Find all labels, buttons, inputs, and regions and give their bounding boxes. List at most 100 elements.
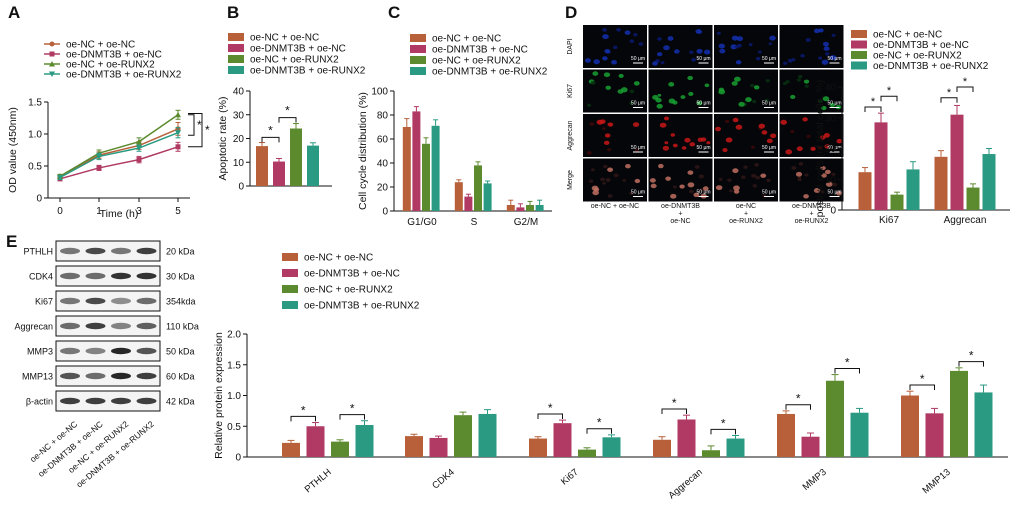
microscopy-cell: [605, 178, 611, 182]
microscopy-tile: [583, 69, 647, 113]
panel-c-bar: [506, 205, 515, 211]
blot-band: [60, 372, 80, 380]
microscopy-cell: [732, 168, 739, 174]
microscopy-cell: [821, 59, 829, 65]
panel-b-y-tick-label: 40: [233, 87, 245, 98]
microscopy-cell: [613, 173, 619, 178]
microscopy-cell: [634, 178, 641, 184]
blot-band: [111, 372, 131, 380]
scale-bar-label: 50 μm: [762, 101, 776, 107]
microscopy-cell: [719, 48, 726, 54]
panel-d-legend-entry: oe-NC + oe-NC: [873, 30, 942, 41]
panel-e-significance-star: *: [597, 416, 602, 430]
blot-strip: [55, 390, 161, 412]
panel-b-y-axis-label: Apoptotic rate (%): [217, 96, 229, 180]
panel-e-bar: [355, 425, 374, 457]
panel-c-bar: [422, 143, 430, 211]
panel-e-bar: [801, 436, 820, 457]
panel-e-bar: [974, 392, 993, 457]
microscopy-cell: [805, 37, 811, 42]
microscopy-cell: [691, 57, 697, 62]
microscopy-cell: [586, 151, 592, 155]
microscopy-cell: [764, 98, 769, 103]
microscopy-cell: [681, 146, 687, 150]
panel-d-bar: [982, 154, 996, 210]
microscopy-cell: [599, 119, 606, 124]
panel-d-bar: [934, 156, 948, 210]
microscopy-cell: [751, 145, 755, 149]
microscopy-cell: [796, 146, 803, 152]
panel-e-legend-swatch: [282, 285, 298, 293]
panel-c-x-tick-label: G1/G0: [407, 217, 437, 228]
microscopy-cell: [732, 117, 739, 123]
panel-d-row-label: Aggrecan: [567, 120, 574, 150]
scale-bar-label: 50 μm: [697, 101, 711, 107]
blot-band: [85, 297, 106, 305]
panel-e-bracket: [785, 404, 811, 410]
microscopy-cell: [718, 177, 723, 181]
microscopy-cell: [735, 60, 742, 65]
microscopy-cell: [704, 83, 710, 88]
panel-a-y-tick-label: 0: [36, 194, 42, 205]
microscopy-cell: [824, 144, 830, 149]
panel-c-y-tick-label: 60: [377, 135, 389, 146]
panel-d-column-label: oe-RUNX2: [729, 218, 763, 225]
microscopy-cell: [679, 184, 685, 189]
microscopy-tile: [648, 114, 713, 157]
panel-a-point: [96, 153, 102, 160]
microscopy-cell: [743, 165, 748, 169]
microscopy-cell: [770, 133, 777, 139]
panel-b-y-tick-label: 0: [238, 182, 244, 193]
panel-a-series-line: [59, 146, 179, 180]
panel-b-y-tick-label: 10: [233, 158, 245, 169]
microscopy-cell: [607, 122, 614, 127]
microscopy-cell: [584, 58, 591, 63]
panel-e-legend-entry: oe-NC + oe-NC: [304, 253, 373, 264]
blot-band: [136, 247, 157, 255]
panel-d-x-tick-label: Ki67: [879, 215, 899, 226]
panel-e-legend-swatch: [282, 269, 298, 277]
microscopy-cell: [752, 184, 757, 188]
panel-e-significance-star: *: [548, 401, 553, 415]
panel-d-y-tick-label: 20: [825, 144, 837, 155]
panel-c-bar: [412, 111, 421, 211]
microscopy-cell: [603, 140, 610, 145]
microscopy-cell: [817, 146, 823, 150]
blot-size-label: 50 kDa: [166, 347, 195, 357]
panel-e-legend-entry: oe-DNMT3B + oe-RUNX2: [304, 301, 420, 312]
microscopy-cell: [836, 138, 843, 144]
microscopy-cell: [652, 61, 658, 66]
blot-band: [60, 272, 80, 280]
panel-a-point: [175, 130, 181, 136]
microscopy-cell: [591, 168, 595, 172]
microscopy-cell: [806, 134, 811, 138]
microscopy-cell: [836, 191, 842, 196]
microscopy-cell: [688, 91, 694, 96]
microscopy-cell: [780, 119, 787, 125]
panel-a-x-tick-label: 0: [57, 206, 63, 217]
microscopy-cell: [804, 173, 809, 177]
microscopy-cell: [602, 127, 606, 130]
panel-b-bar: [273, 161, 285, 186]
panel-a-point: [175, 111, 181, 118]
panel-c-bar: [516, 207, 525, 211]
panel-e-bar: [826, 380, 844, 457]
microscopy-cell: [664, 141, 669, 145]
microscopy-cell: [802, 117, 808, 122]
microscopy-cell: [702, 186, 709, 191]
blot-band: [85, 397, 106, 405]
blot-band: [136, 297, 157, 305]
panel-a-legend-marker: [49, 41, 55, 47]
microscopy-cell: [687, 170, 694, 175]
panel-e-bar: [478, 413, 497, 457]
panel-d-column-label: oe-NC + oe-NC: [591, 203, 639, 210]
panel-d-y-axis-label: postive cells (of total cells, %): [814, 80, 826, 218]
panel-d-legend-entry: oe-DNMT3B + oe-RUNX2: [873, 61, 989, 72]
microscopy-cell: [602, 181, 606, 185]
panel-d-bracket: [864, 106, 882, 112]
microscopy-cell: [755, 175, 761, 180]
panel-a-x-tick-label: 1: [96, 206, 102, 217]
panel-d-significance-star: *: [871, 96, 876, 108]
panel-a-point: [96, 165, 102, 171]
microscopy-cell: [592, 190, 599, 196]
